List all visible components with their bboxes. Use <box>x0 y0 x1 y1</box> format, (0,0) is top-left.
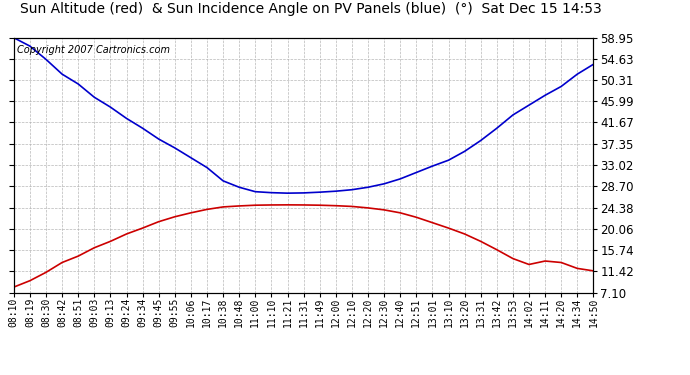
Text: Sun Altitude (red)  & Sun Incidence Angle on PV Panels (blue)  (°)  Sat Dec 15 1: Sun Altitude (red) & Sun Incidence Angle… <box>19 2 602 16</box>
Text: Copyright 2007 Cartronics.com: Copyright 2007 Cartronics.com <box>17 45 170 55</box>
